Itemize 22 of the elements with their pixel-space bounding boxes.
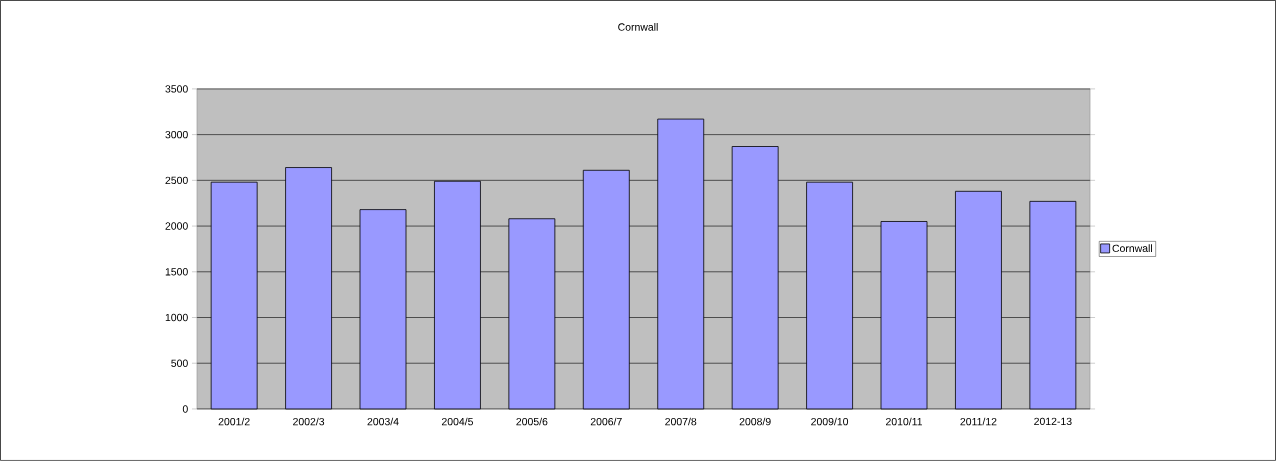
x-tick-label: 2004/5	[441, 417, 473, 426]
chart-title: Cornwall	[618, 23, 658, 31]
y-tick-label: 0	[182, 405, 188, 413]
x-tick-label: 2011/12	[960, 417, 997, 426]
y-tick-label: 1000	[165, 313, 188, 322]
x-tick-label: 2005/6	[516, 417, 548, 426]
x-tick-label: 2002/3	[293, 417, 325, 426]
y-tick-label: 2500	[165, 176, 188, 185]
x-tick-label: 2001/2	[218, 417, 250, 426]
x-tick-label: 2009/10	[811, 417, 849, 426]
x-tick-label: 2008/9	[739, 417, 771, 426]
x-tick-label: 2003/4	[367, 417, 399, 426]
y-tick-label: 3500	[165, 85, 188, 93]
x-tick-label: 2006/7	[590, 417, 622, 426]
x-tick-label: 2010/11	[886, 417, 923, 426]
x-tick-label: 2012-13	[1034, 417, 1072, 426]
y-tick-label: 500	[171, 359, 188, 367]
x-tick-label: 2007/8	[665, 417, 697, 426]
legend-label: Cornwall	[1112, 244, 1152, 253]
y-tick-label: 3000	[165, 130, 188, 139]
y-tick-label: 2000	[165, 222, 188, 230]
y-tick-label: 1500	[165, 268, 188, 276]
